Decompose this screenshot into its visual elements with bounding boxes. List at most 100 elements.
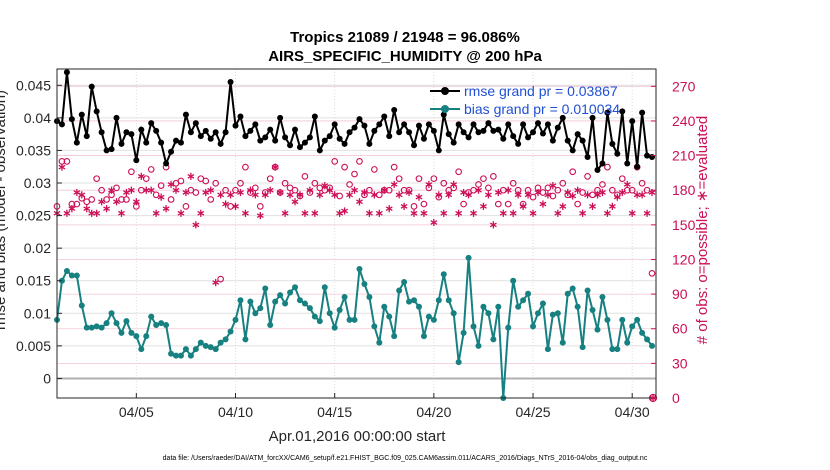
bias-point bbox=[450, 310, 457, 317]
right-tick-label: 240 bbox=[672, 113, 696, 129]
possible-marker bbox=[618, 175, 626, 183]
rmse-point bbox=[564, 137, 571, 144]
bias-point bbox=[520, 297, 527, 304]
bias-point bbox=[262, 285, 269, 292]
x-tick-label: 04/05 bbox=[119, 404, 154, 420]
possible-marker bbox=[147, 166, 155, 173]
possible-marker bbox=[460, 200, 467, 208]
bias-point bbox=[515, 303, 522, 310]
evaluated-marker bbox=[251, 191, 259, 199]
evaluated-marker bbox=[78, 191, 86, 199]
legend-rmse-marker bbox=[441, 87, 449, 95]
bias-point bbox=[341, 294, 348, 301]
evaluated-marker bbox=[246, 186, 254, 194]
evaluated-marker bbox=[618, 188, 626, 197]
evaluated-marker bbox=[599, 188, 606, 197]
rmse-point bbox=[634, 163, 641, 170]
evaluated-marker bbox=[261, 191, 269, 199]
evaluated-marker bbox=[455, 209, 463, 217]
rmse-point bbox=[237, 113, 244, 120]
possible-marker bbox=[341, 163, 348, 171]
bias-point bbox=[143, 333, 150, 340]
evaluated-marker bbox=[638, 191, 646, 199]
evaluated-marker bbox=[390, 180, 398, 189]
bias-point bbox=[68, 272, 75, 279]
bias-point bbox=[554, 310, 561, 317]
rmse-point bbox=[614, 150, 621, 157]
possible-marker bbox=[430, 175, 438, 183]
bias-point bbox=[386, 313, 393, 320]
evaluated-marker bbox=[584, 191, 592, 199]
bias-point bbox=[490, 336, 497, 343]
evaluated-marker bbox=[192, 221, 200, 229]
evaluated-marker bbox=[227, 191, 234, 199]
bias-point bbox=[118, 329, 125, 336]
bias-point bbox=[207, 344, 214, 351]
evaluated-marker bbox=[266, 186, 274, 194]
rmse-point bbox=[584, 153, 591, 160]
rmse-point bbox=[465, 134, 472, 141]
rmse-point bbox=[559, 114, 566, 121]
rmse-point bbox=[515, 140, 522, 147]
possible-marker bbox=[643, 186, 651, 194]
bias-point bbox=[113, 320, 120, 327]
bias-point bbox=[98, 324, 105, 331]
bias-point bbox=[430, 316, 437, 323]
possible-marker bbox=[504, 200, 512, 208]
evaluated-marker bbox=[440, 209, 448, 217]
rmse-point bbox=[396, 129, 403, 136]
rmse-point bbox=[386, 133, 393, 140]
rmse-point bbox=[644, 152, 651, 159]
possible-marker bbox=[128, 168, 135, 176]
bias-point bbox=[455, 359, 462, 366]
bias-point bbox=[93, 323, 100, 330]
possible-marker bbox=[142, 175, 150, 183]
evaluated-marker bbox=[579, 209, 587, 217]
rmse-point bbox=[108, 146, 115, 153]
possible-marker bbox=[256, 203, 264, 210]
possible-marker bbox=[202, 177, 210, 185]
bias-point bbox=[381, 303, 388, 310]
bias-point bbox=[634, 316, 641, 323]
possible-marker bbox=[227, 203, 234, 210]
bias-point bbox=[296, 297, 303, 304]
evaluated-marker bbox=[554, 209, 562, 217]
bias-point bbox=[197, 339, 204, 346]
bias-point bbox=[351, 316, 358, 323]
possible-marker bbox=[232, 186, 239, 194]
rmse-point bbox=[128, 131, 135, 138]
possible-marker bbox=[480, 175, 487, 183]
evaluated-marker bbox=[623, 180, 631, 189]
evaluated-marker bbox=[212, 278, 220, 287]
rmse-point bbox=[262, 134, 269, 141]
bias-point bbox=[331, 324, 338, 331]
possible-marker bbox=[494, 200, 502, 208]
obs-count-markers bbox=[53, 158, 658, 403]
rmse-point bbox=[624, 160, 631, 167]
rmse-point bbox=[336, 135, 343, 142]
rmse-point bbox=[505, 121, 512, 128]
rmse-point bbox=[569, 147, 576, 154]
bias-point bbox=[480, 303, 487, 310]
bias-point bbox=[649, 342, 656, 349]
chart-subtitle: AIRS_SPECIFIC_HUMIDITY @ 200 hPa bbox=[268, 48, 542, 65]
bias-point bbox=[346, 316, 353, 323]
evaluated-marker bbox=[271, 163, 279, 171]
bias-point bbox=[133, 333, 140, 340]
evaluated-marker bbox=[351, 186, 358, 194]
possible-marker bbox=[375, 191, 383, 199]
bias-point bbox=[559, 339, 566, 346]
bias-point bbox=[406, 298, 413, 305]
evaluated-marker bbox=[400, 202, 408, 210]
possible-marker bbox=[242, 163, 249, 171]
rmse-point bbox=[158, 139, 165, 146]
evaluated-marker bbox=[450, 180, 458, 189]
rmse-point bbox=[341, 140, 348, 147]
data-file-footer: data file: /Users/raeder/DAI/ATM_forcXX/… bbox=[163, 455, 648, 462]
evaluated-marker bbox=[177, 209, 185, 217]
rmse-point bbox=[401, 121, 408, 128]
rmse-point bbox=[73, 139, 80, 146]
evaluated-marker bbox=[286, 191, 294, 199]
bias-point bbox=[257, 305, 264, 312]
evaluated-marker bbox=[281, 209, 289, 217]
